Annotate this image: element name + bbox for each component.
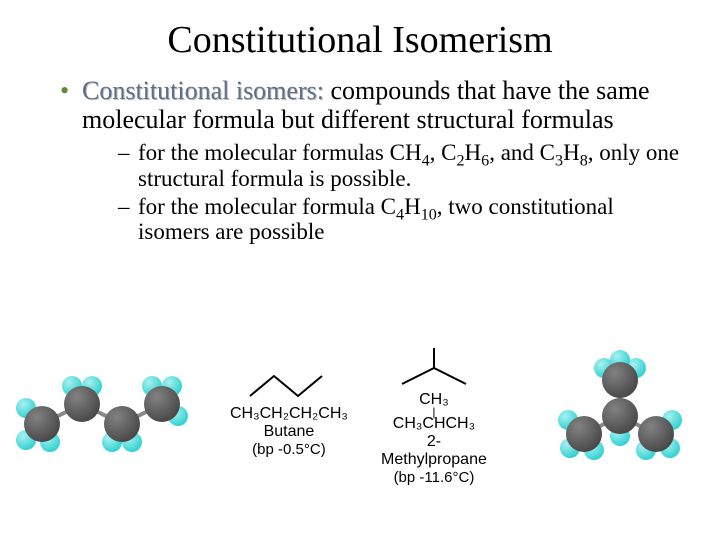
iso-model-panel (520, 342, 720, 532)
butane-ball-stick (0, 342, 200, 462)
iso-name: 2-Methylpropane (378, 433, 490, 469)
butane-model-panel (0, 342, 200, 532)
sub-bullet-list: for the molecular formulas CH4, C2H6, an… (82, 140, 680, 245)
iso-formula-main: CH₃CHCH₃ (393, 416, 475, 433)
sub-bullet-1: for the molecular formulas CH4, C2H6, an… (118, 140, 680, 192)
iso-formula-top: CH₃ (419, 392, 449, 409)
iso-bp: (bp -11.6°C) (394, 469, 475, 486)
slide-title: Constitutional Isomerism (40, 18, 680, 62)
butane-skeletal (244, 362, 334, 402)
sub-bullet-2: for the molecular formula C4H10, two con… (118, 194, 680, 246)
figure-row: CH₃CH₂CH₂CH₃ Butane (bp -0.5°C) CH₃ | CH… (0, 342, 720, 532)
iso-structural-panel: CH₃ | CH₃CHCH₃ 2-Methylpropane (bp -11.6… (378, 342, 490, 532)
bullet-list: Constitutional isomers: compounds that h… (40, 76, 680, 245)
butane-structural-panel: CH₃CH₂CH₂CH₃ Butane (bp -0.5°C) (230, 342, 348, 532)
iso-skeletal (394, 348, 474, 388)
term-constitutional-isomers: Constitutional isomers: (82, 76, 324, 105)
butane-formula: CH₃CH₂CH₂CH₃ (230, 406, 348, 423)
iso-ball-stick (520, 342, 720, 462)
bullet-definition: Constitutional isomers: compounds that h… (60, 76, 680, 245)
butane-bp: (bp -0.5°C) (252, 441, 326, 458)
butane-name: Butane (264, 423, 315, 441)
